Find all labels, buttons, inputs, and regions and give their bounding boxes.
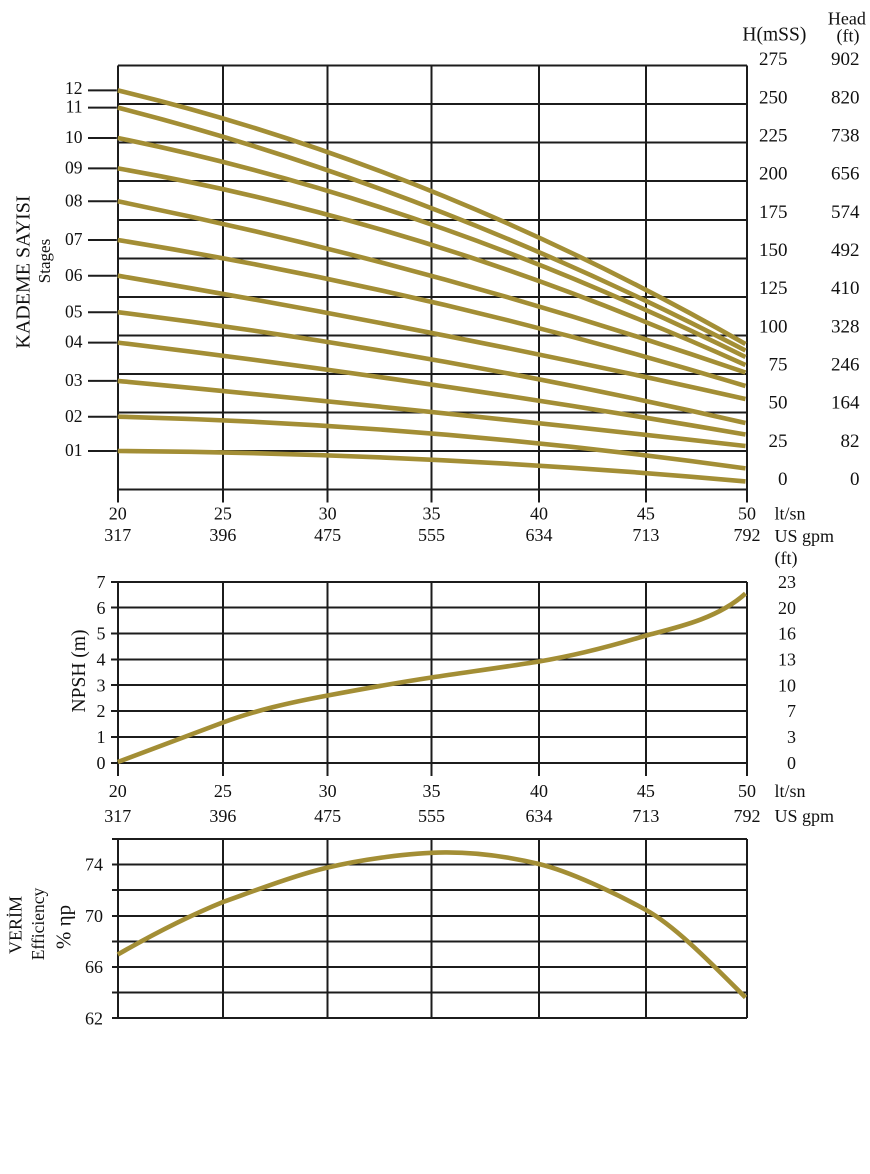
svg-text:(ft): (ft) xyxy=(775,548,798,569)
svg-text:08: 08 xyxy=(65,190,83,210)
svg-text:3: 3 xyxy=(97,675,106,695)
svg-text:2: 2 xyxy=(97,701,106,721)
svg-text:02: 02 xyxy=(65,406,83,426)
svg-text:12: 12 xyxy=(65,78,83,98)
svg-text:475: 475 xyxy=(314,525,341,545)
svg-text:10: 10 xyxy=(778,675,796,695)
svg-text:250: 250 xyxy=(759,87,788,108)
svg-text:11: 11 xyxy=(66,97,83,117)
svg-text:713: 713 xyxy=(632,525,659,545)
svg-text:01: 01 xyxy=(65,440,83,460)
svg-text:06: 06 xyxy=(65,265,83,285)
svg-text:164: 164 xyxy=(831,393,860,414)
svg-text:5: 5 xyxy=(97,624,106,644)
svg-text:H(mSS): H(mSS) xyxy=(742,25,806,46)
svg-text:634: 634 xyxy=(526,806,553,826)
svg-text:7: 7 xyxy=(97,572,106,592)
svg-text:13: 13 xyxy=(778,650,796,670)
svg-text:% ηp: % ηp xyxy=(52,905,76,949)
svg-text:150: 150 xyxy=(759,240,788,261)
svg-text:75: 75 xyxy=(769,355,788,376)
svg-text:410: 410 xyxy=(831,278,860,299)
svg-text:20: 20 xyxy=(109,781,127,801)
svg-text:04: 04 xyxy=(65,332,83,352)
svg-text:0: 0 xyxy=(850,469,860,490)
svg-text:275: 275 xyxy=(759,49,788,70)
svg-text:Stages: Stages xyxy=(35,239,54,283)
svg-text:lt/sn: lt/sn xyxy=(775,781,806,801)
svg-text:125: 125 xyxy=(759,278,788,299)
svg-text:200: 200 xyxy=(759,164,788,185)
svg-text:820: 820 xyxy=(831,87,860,108)
svg-text:03: 03 xyxy=(65,370,83,390)
svg-text:30: 30 xyxy=(319,781,337,801)
svg-text:0: 0 xyxy=(97,753,106,773)
svg-text:07: 07 xyxy=(65,229,83,249)
svg-text:1: 1 xyxy=(97,727,106,747)
svg-text:20: 20 xyxy=(109,504,127,524)
svg-text:175: 175 xyxy=(759,202,788,223)
svg-text:713: 713 xyxy=(632,806,659,826)
svg-text:(ft): (ft) xyxy=(837,26,860,47)
svg-text:45: 45 xyxy=(637,504,655,524)
svg-text:634: 634 xyxy=(526,525,553,545)
svg-text:82: 82 xyxy=(841,431,860,452)
svg-text:50: 50 xyxy=(769,393,788,414)
svg-text:317: 317 xyxy=(104,525,131,545)
svg-text:492: 492 xyxy=(831,240,860,261)
svg-text:396: 396 xyxy=(209,525,236,545)
svg-text:66: 66 xyxy=(85,957,103,977)
svg-text:738: 738 xyxy=(831,126,860,147)
svg-text:25: 25 xyxy=(214,504,232,524)
svg-text:05: 05 xyxy=(65,301,83,321)
svg-text:50: 50 xyxy=(738,504,756,524)
svg-text:475: 475 xyxy=(314,806,341,826)
svg-text:40: 40 xyxy=(530,504,548,524)
svg-text:902: 902 xyxy=(831,49,860,70)
svg-text:574: 574 xyxy=(831,202,860,223)
svg-text:7: 7 xyxy=(787,701,796,721)
svg-text:09: 09 xyxy=(65,158,83,178)
svg-text:555: 555 xyxy=(418,806,445,826)
svg-text:4: 4 xyxy=(97,650,106,670)
svg-text:US gpm: US gpm xyxy=(775,526,835,546)
svg-text:16: 16 xyxy=(778,624,796,644)
svg-text:656: 656 xyxy=(831,164,860,185)
svg-text:Head: Head xyxy=(828,8,866,28)
svg-text:70: 70 xyxy=(85,906,103,926)
svg-text:225: 225 xyxy=(759,126,788,147)
svg-text:30: 30 xyxy=(319,504,337,524)
svg-text:KADEME SAYISI: KADEME SAYISI xyxy=(13,195,35,348)
svg-text:3: 3 xyxy=(787,727,796,747)
svg-text:US gpm: US gpm xyxy=(775,806,835,826)
svg-text:25: 25 xyxy=(769,431,788,452)
svg-text:VERİM: VERİM xyxy=(6,896,26,954)
svg-text:40: 40 xyxy=(530,781,548,801)
svg-text:20: 20 xyxy=(778,598,796,618)
svg-text:792: 792 xyxy=(734,806,761,826)
svg-text:317: 317 xyxy=(104,806,131,826)
svg-text:NPSH (m): NPSH (m) xyxy=(69,630,90,713)
svg-text:555: 555 xyxy=(418,525,445,545)
svg-text:6: 6 xyxy=(97,598,106,618)
svg-text:62: 62 xyxy=(85,1008,103,1028)
svg-text:23: 23 xyxy=(778,572,796,592)
svg-text:35: 35 xyxy=(423,504,441,524)
svg-text:50: 50 xyxy=(738,781,756,801)
svg-text:100: 100 xyxy=(759,316,788,337)
svg-text:35: 35 xyxy=(423,781,441,801)
svg-text:45: 45 xyxy=(637,781,655,801)
svg-text:Efficiency: Efficiency xyxy=(28,887,48,960)
svg-text:25: 25 xyxy=(214,781,232,801)
svg-text:328: 328 xyxy=(831,316,860,337)
svg-text:396: 396 xyxy=(209,806,236,826)
svg-text:0: 0 xyxy=(778,469,788,490)
svg-text:10: 10 xyxy=(65,127,83,147)
svg-text:lt/sn: lt/sn xyxy=(775,504,806,524)
svg-text:0: 0 xyxy=(787,753,796,773)
svg-text:792: 792 xyxy=(734,525,761,545)
svg-text:246: 246 xyxy=(831,355,860,376)
svg-text:74: 74 xyxy=(85,855,103,875)
